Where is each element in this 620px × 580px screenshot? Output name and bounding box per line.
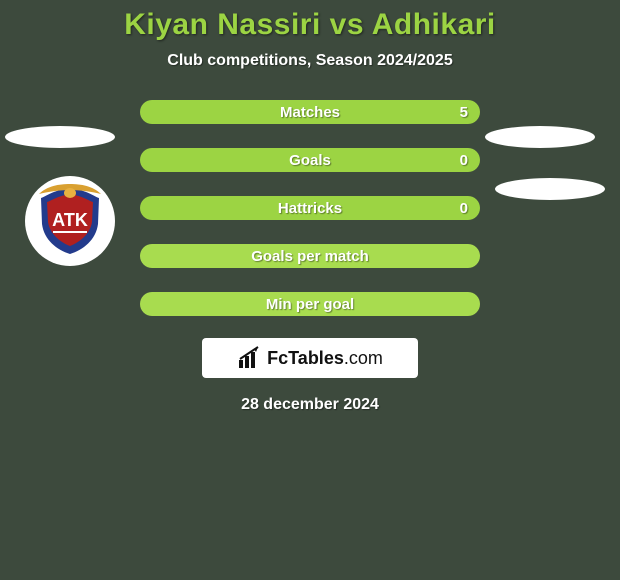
atk-logo-icon: ATK	[33, 184, 107, 258]
stat-label: Min per goal	[266, 296, 354, 313]
logo-text: FcTables.com	[267, 348, 383, 369]
decorative-ellipse	[495, 178, 605, 200]
stat-rows: Matches 5 Goals 0 Hattricks 0 Goals per …	[140, 100, 480, 316]
stat-label: Hattricks	[278, 200, 342, 217]
svg-text:ATK: ATK	[52, 210, 88, 230]
logo-text-light: .com	[344, 348, 383, 368]
stat-row-matches: Matches 5	[140, 100, 480, 124]
stat-row-goals: Goals 0	[140, 148, 480, 172]
stat-row-goals-per-match: Goals per match	[140, 244, 480, 268]
stat-label: Matches	[280, 104, 340, 121]
page-title: Kiyan Nassiri vs Adhikari	[0, 8, 620, 42]
chart-icon	[237, 346, 261, 370]
subtitle: Club competitions, Season 2024/2025	[0, 52, 620, 70]
decorative-ellipse	[485, 126, 595, 148]
stat-label: Goals	[289, 152, 331, 169]
stat-row-min-per-goal: Min per goal	[140, 292, 480, 316]
fctables-logo: FcTables.com	[202, 338, 418, 378]
stat-label: Goals per match	[251, 248, 369, 265]
stat-value: 5	[460, 104, 468, 121]
team-badge: ATK	[25, 176, 115, 266]
stat-row-hattricks: Hattricks 0	[140, 196, 480, 220]
stat-value: 0	[460, 152, 468, 169]
date-text: 28 december 2024	[0, 396, 620, 414]
logo-text-strong: FcTables	[267, 348, 344, 368]
decorative-ellipse	[5, 126, 115, 148]
stat-value: 0	[460, 200, 468, 217]
